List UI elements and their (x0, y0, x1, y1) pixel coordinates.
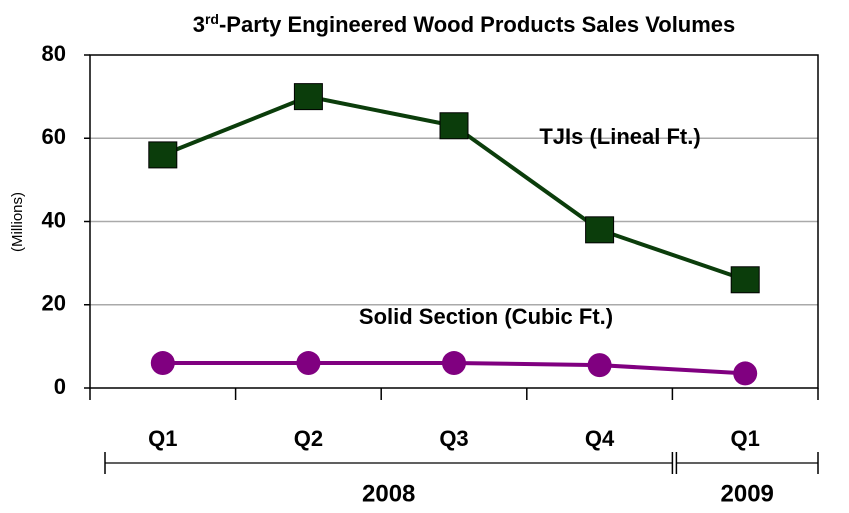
marker (585, 216, 615, 244)
series-label: TJIs (Lineal Ft.) (539, 124, 700, 149)
marker (293, 83, 323, 111)
x-tick-label: Q3 (439, 426, 468, 451)
x-tick-label: Q4 (585, 426, 615, 451)
marker (733, 361, 758, 386)
x-tick-label: Q1 (731, 426, 760, 451)
marker (587, 353, 612, 378)
marker (150, 351, 175, 376)
x-tick-label: Q1 (148, 426, 177, 451)
y-tick-label: 20 (42, 291, 66, 316)
chart-title: 3rd-Party Engineered Wood Products Sales… (193, 11, 736, 37)
plot-frame (89, 54, 819, 389)
marker (148, 141, 178, 169)
marker (439, 112, 469, 140)
marker (442, 351, 466, 376)
y-tick-label: 80 (42, 41, 66, 66)
y-axis-label: (Millions) (9, 192, 26, 252)
group-label: 2009 (721, 480, 774, 507)
group-label: 2008 (362, 480, 415, 507)
x-tick-label: Q2 (294, 426, 323, 451)
series-label: Solid Section (Cubic Ft.) (359, 304, 613, 329)
y-tick-label: 60 (42, 124, 66, 149)
y-tick-label: 40 (42, 207, 66, 232)
y-tick-label: 0 (54, 374, 66, 399)
marker (296, 351, 321, 376)
marker (730, 266, 760, 294)
